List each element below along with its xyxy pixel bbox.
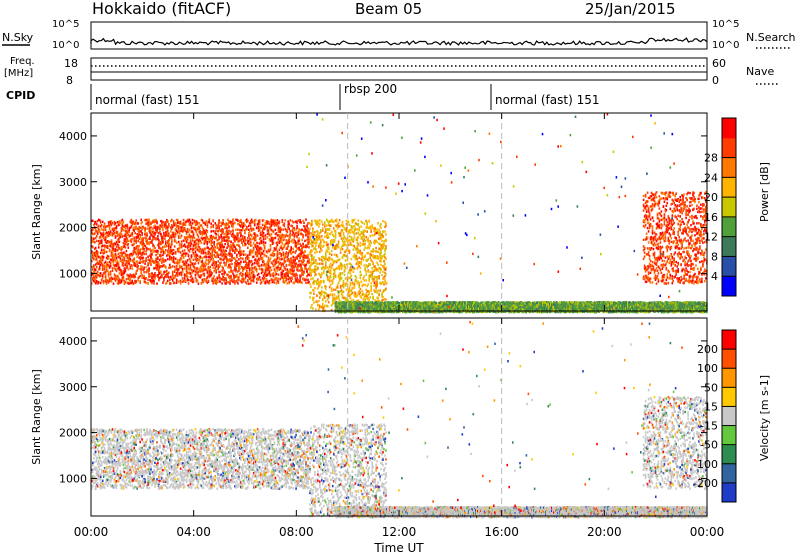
power-colorbar: 4 8 12 16 20 24 28 (704, 118, 736, 296)
colorbar-tick-label: -50 (700, 439, 718, 452)
date-title: 25/Jan/2015 (585, 0, 676, 18)
velocity-heatmap (91, 321, 708, 519)
freq-unit: [MHz] (4, 68, 33, 79)
beam-title: Beam 05 (355, 0, 422, 18)
colorbar-tick-label: -100 (693, 458, 718, 471)
nsky-label: N.Sky (2, 31, 34, 44)
colorbar-swatch (722, 445, 736, 465)
colorbar-tick-label: 20 (704, 191, 718, 204)
colorbar-tick-label: 24 (704, 171, 718, 184)
xtick-label: 08:00 (279, 525, 314, 539)
nsearch-label: N.Search (746, 31, 796, 44)
velocity-colorbar-label: Velocity [m s-1] (758, 375, 771, 461)
nsky-trace (91, 38, 707, 45)
xtick-label: 04:00 (176, 525, 211, 539)
xtick-label: 20:00 (587, 525, 622, 539)
colorbar-tick-label: 8 (711, 250, 718, 263)
xtick-label: 00:00 (74, 525, 109, 539)
colorbar-tick-label: 16 (704, 211, 718, 224)
colorbar-swatch (722, 237, 736, 257)
colorbar-tick-label: 50 (704, 381, 718, 394)
cpid-segment-1: rbsp 200 (344, 82, 397, 96)
ytick-label: 2000 (59, 222, 87, 235)
xlabel: Time UT (373, 541, 424, 554)
nave-tick-top: 60 (712, 57, 726, 70)
power-heatmap (91, 113, 708, 313)
nsky-tick-bottom-right: 10^0 (712, 40, 739, 51)
ytick-label: 4000 (59, 335, 87, 348)
colorbar-tick-label: 4 (711, 270, 718, 283)
colorbar-tick-label: 100 (697, 362, 718, 375)
ytick-label: 4000 (59, 130, 87, 143)
nave-label: Nave (746, 65, 774, 78)
colorbar-swatch (722, 197, 736, 217)
colorbar-tick-label: 28 (704, 152, 718, 165)
xtick-label: 12:00 (382, 525, 417, 539)
colorbar-tick-label: 12 (704, 231, 718, 244)
xtick-label: 16:00 (484, 525, 519, 539)
colorbar-tick-label: -15 (700, 420, 718, 433)
colorbar-swatch (722, 483, 736, 503)
colorbar-tick-label: 200 (697, 343, 718, 356)
ytick-label: 2000 (59, 427, 87, 440)
colorbar-swatch (722, 276, 736, 296)
radar-title: Hokkaido (fitACF) (92, 0, 231, 18)
freq-label: Freq. (10, 56, 35, 67)
power-colorbar-label: Power [dB] (758, 162, 771, 222)
nave-tick-bottom: 0 (712, 74, 719, 87)
power-ylabel: Slant Range [km] (30, 164, 43, 260)
velocity-ylabel: Slant Range [km] (30, 369, 43, 465)
colorbar-swatch (722, 177, 736, 197)
nsky-tick-bottom-left: 10^0 (52, 40, 79, 51)
colorbar-swatch (722, 217, 736, 237)
colorbar-tick-label: -200 (693, 477, 718, 490)
cpid-segment-0: normal (fast) 151 (95, 93, 199, 107)
colorbar-swatch (722, 426, 736, 446)
freq-tick-top: 18 (64, 57, 78, 70)
nsky-tick-top-right: 10^5 (712, 19, 739, 30)
colorbar-swatch (722, 368, 736, 388)
colorbar-swatch (722, 138, 736, 158)
cpid-segment-2: normal (fast) 151 (495, 93, 599, 107)
ytick-label: 1000 (59, 472, 87, 485)
ytick-label: 3000 (59, 176, 87, 189)
ytick-label: 3000 (59, 381, 87, 394)
colorbar-swatch (722, 349, 736, 369)
colorbar-tick-label: 15 (704, 400, 718, 413)
colorbar-swatch (722, 256, 736, 276)
xtick-label: 00:00 (690, 525, 725, 539)
colorbar-swatch (722, 158, 736, 178)
freq-tick-bottom: 8 (66, 74, 73, 87)
colorbar-swatch (722, 464, 736, 484)
cpid-label: CPID (6, 89, 35, 102)
colorbar-swatch (722, 118, 736, 138)
ytick-label: 1000 (59, 267, 87, 280)
colorbar-swatch (722, 406, 736, 426)
freq-panel (91, 58, 707, 80)
nsky-tick-top-left: 10^5 (52, 19, 79, 30)
colorbar-swatch (722, 330, 736, 350)
colorbar-swatch (722, 387, 736, 407)
radar-summary-figure: Hokkaido (fitACF) Beam 05 25/Jan/2015 N.… (0, 0, 800, 554)
